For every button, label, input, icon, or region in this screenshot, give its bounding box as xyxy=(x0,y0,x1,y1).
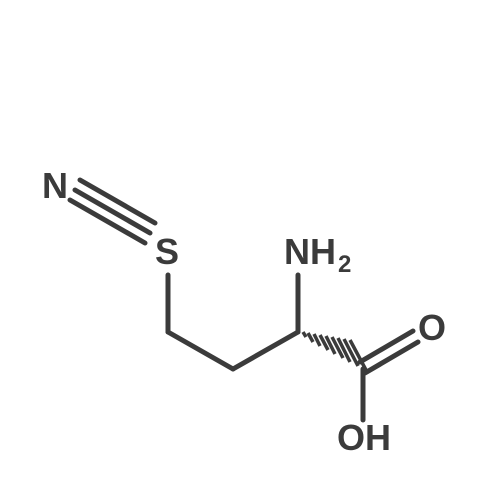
label-n-cyano: N xyxy=(42,165,68,206)
label-oh: OH xyxy=(337,417,391,458)
label-o-double: O xyxy=(418,307,446,348)
label-s: S xyxy=(155,231,179,272)
bond-c2-calpha xyxy=(233,332,298,369)
triple-bond-n-c xyxy=(70,180,155,243)
hash-wedge-calpha-cooh xyxy=(303,332,366,370)
label-nh-sub: 2 xyxy=(338,251,351,278)
double-bond-c-o xyxy=(360,331,418,373)
bond-c1-c2 xyxy=(168,332,233,369)
molecule-svg: N S NH 2 O OH xyxy=(0,0,500,500)
label-nh: NH xyxy=(284,231,336,272)
